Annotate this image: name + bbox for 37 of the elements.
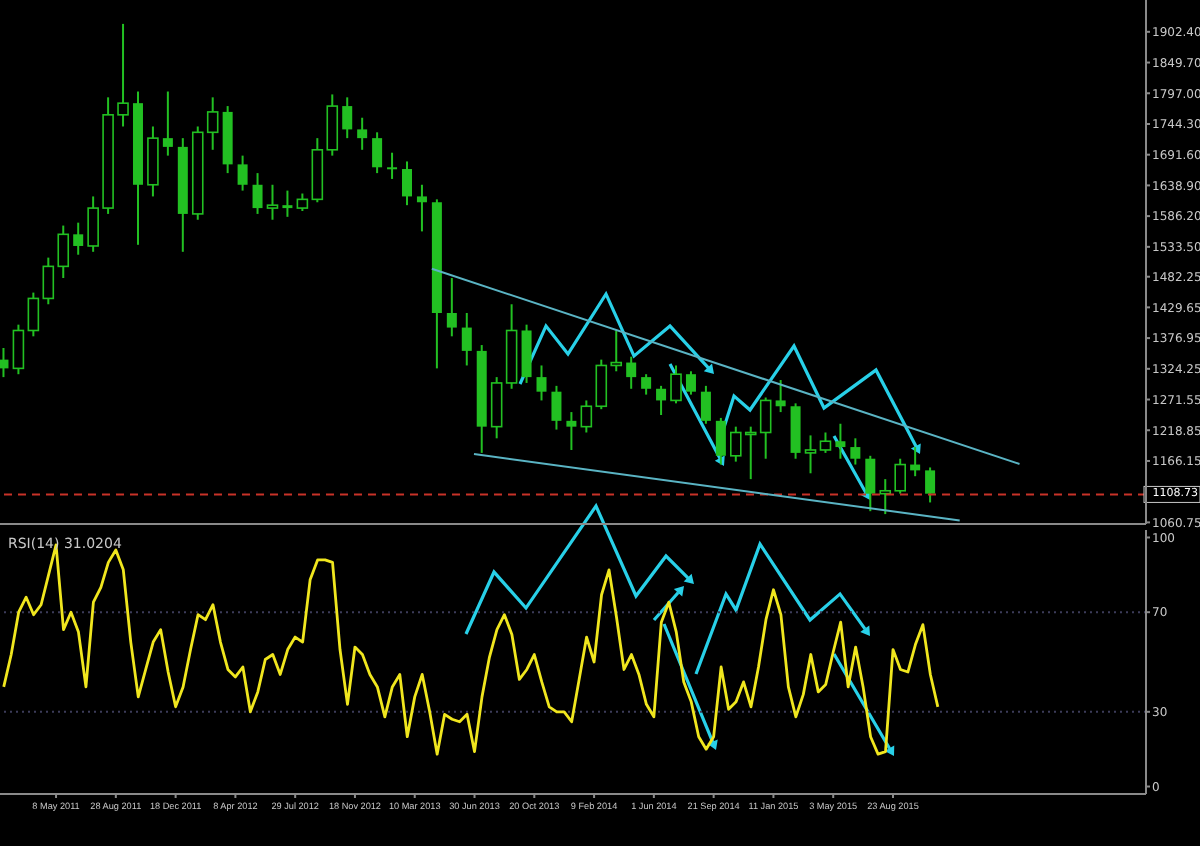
candlestick — [12, 323, 25, 376]
candlestick — [566, 411, 577, 451]
candlestick — [342, 96, 353, 140]
candlestick — [521, 323, 532, 384]
candlestick — [685, 370, 696, 396]
candlestick — [461, 312, 472, 367]
candlestick — [641, 373, 652, 396]
candlestick — [700, 384, 711, 425]
candlestick — [372, 131, 383, 175]
candlestick — [446, 277, 457, 338]
candlestick — [387, 151, 398, 180]
candlestick — [551, 384, 562, 431]
candlestick — [490, 376, 503, 440]
candlestick — [850, 437, 861, 466]
candlestick — [282, 189, 293, 218]
candlestick — [536, 364, 547, 402]
candlestick — [162, 90, 173, 157]
candlestick — [266, 183, 279, 221]
candlestick — [237, 154, 248, 192]
candlestick — [147, 125, 159, 198]
candlestick — [656, 384, 667, 416]
candlestick — [252, 172, 263, 215]
candlestick — [670, 364, 682, 405]
candlestick — [27, 291, 40, 338]
candlestick — [835, 422, 846, 460]
candlestick — [402, 160, 412, 207]
candlestick — [865, 454, 876, 513]
candlestick — [626, 355, 637, 390]
candlestick — [775, 379, 786, 414]
candlestick — [790, 402, 801, 460]
candlestick — [715, 416, 726, 466]
candlestick — [416, 183, 427, 233]
candlestick — [925, 466, 936, 504]
candlestick — [357, 116, 368, 151]
candlestick — [804, 434, 817, 475]
candlestick — [73, 221, 84, 256]
candlestick — [819, 431, 832, 454]
